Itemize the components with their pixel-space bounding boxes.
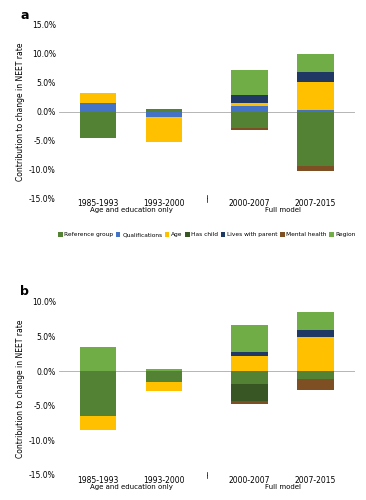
Bar bbox=[297, 112, 334, 166]
Bar bbox=[231, 384, 268, 401]
Bar bbox=[146, 368, 182, 371]
Bar bbox=[231, 371, 268, 384]
Bar bbox=[231, 356, 268, 371]
Y-axis label: Contribution to change in NEET rate: Contribution to change in NEET rate bbox=[16, 319, 25, 458]
Bar bbox=[231, 112, 268, 128]
Bar bbox=[297, 110, 334, 112]
Bar bbox=[297, 330, 334, 336]
Text: Age and education only: Age and education only bbox=[90, 484, 172, 490]
Bar bbox=[80, 371, 116, 416]
Bar bbox=[297, 336, 334, 371]
Bar bbox=[80, 416, 116, 430]
Bar bbox=[297, 312, 334, 330]
Bar bbox=[80, 112, 116, 138]
Bar bbox=[297, 72, 334, 82]
Bar bbox=[231, 104, 268, 106]
Text: Full model: Full model bbox=[265, 206, 300, 212]
Bar bbox=[297, 166, 334, 171]
Text: b: b bbox=[20, 286, 29, 298]
Bar bbox=[231, 352, 268, 356]
Bar bbox=[297, 380, 334, 390]
Bar bbox=[297, 54, 334, 72]
Bar bbox=[231, 70, 268, 95]
Bar bbox=[146, 371, 182, 382]
Legend: Reference group, Qualifications, Age, Has child, Lives with parent, Mental healt: Reference group, Qualifications, Age, Ha… bbox=[58, 232, 356, 237]
Bar bbox=[231, 325, 268, 352]
Bar bbox=[80, 103, 116, 112]
Bar bbox=[146, 382, 182, 390]
Text: a: a bbox=[20, 8, 29, 22]
Bar bbox=[80, 92, 116, 103]
Bar bbox=[80, 347, 116, 371]
Bar bbox=[297, 82, 334, 110]
Bar bbox=[297, 371, 334, 380]
Y-axis label: Contribution to change in NEET rate: Contribution to change in NEET rate bbox=[16, 42, 25, 181]
Bar bbox=[231, 95, 268, 104]
Bar bbox=[231, 128, 268, 130]
Text: Full model: Full model bbox=[265, 484, 300, 490]
Bar bbox=[231, 401, 268, 404]
Bar bbox=[146, 112, 182, 117]
Bar bbox=[146, 118, 182, 142]
Text: Age and education only: Age and education only bbox=[90, 206, 172, 212]
Bar bbox=[231, 106, 268, 112]
Bar bbox=[146, 109, 182, 112]
